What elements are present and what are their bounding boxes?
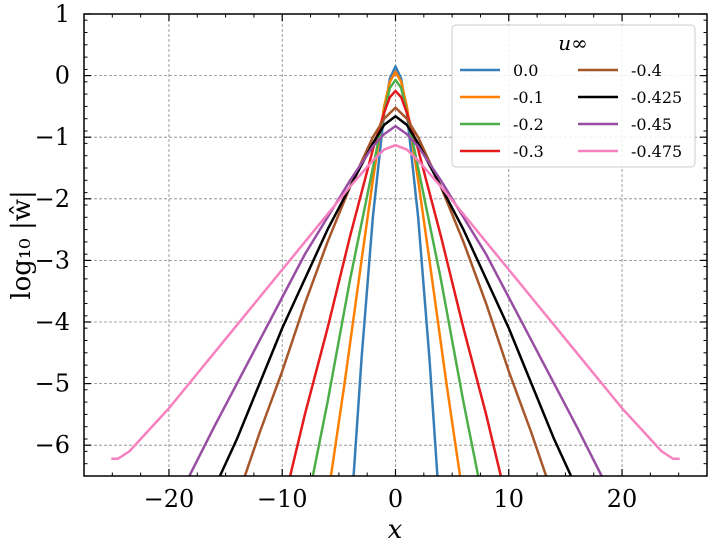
y-tick-label: −4 bbox=[35, 308, 70, 336]
x-axis-label: x bbox=[388, 515, 403, 545]
y-tick-label: −1 bbox=[35, 123, 70, 151]
y-tick-label: −6 bbox=[35, 431, 70, 459]
legend-label: -0.4 bbox=[631, 61, 662, 80]
legend-box bbox=[451, 24, 696, 168]
series-line-7 bbox=[111, 143, 680, 460]
y-tick-label: −2 bbox=[35, 185, 70, 213]
y-tick-label: 0 bbox=[55, 62, 70, 90]
series-group bbox=[111, 65, 680, 476]
series-line-3 bbox=[288, 89, 503, 476]
series-line-2 bbox=[311, 78, 480, 476]
series-line-1 bbox=[329, 70, 462, 476]
x-tick-label: −10 bbox=[257, 485, 308, 513]
legend-label: -0.1 bbox=[513, 88, 544, 107]
y-tick-label: −5 bbox=[35, 370, 70, 398]
x-tick-label: 20 bbox=[607, 485, 638, 513]
legend-label: -0.425 bbox=[631, 88, 682, 107]
legend-label: 0.0 bbox=[513, 61, 538, 80]
series-line-4 bbox=[243, 106, 548, 476]
legend-label: -0.3 bbox=[513, 142, 544, 161]
series-line-5 bbox=[218, 115, 573, 476]
legend-label: -0.45 bbox=[631, 115, 672, 134]
legend: u∞ 0.0 -0.1 -0.2 -0.3 -0.4 -0.425 -0.45 -0.475 bbox=[451, 24, 696, 168]
legend-title: u∞ bbox=[558, 31, 588, 55]
y-tick-label: 1 bbox=[55, 0, 70, 28]
x-tick-label: −20 bbox=[144, 485, 195, 513]
x-tick-label: 0 bbox=[388, 485, 403, 513]
y-tick-label: −3 bbox=[35, 246, 70, 274]
x-tick-label: 10 bbox=[493, 485, 524, 513]
plot-frame bbox=[83, 13, 708, 477]
legend-label: -0.475 bbox=[631, 142, 682, 161]
series-line-0 bbox=[352, 65, 439, 476]
plot-area bbox=[111, 65, 680, 476]
series-line-6 bbox=[188, 124, 603, 476]
y-axis-label: log₁₀ |ŵ| bbox=[7, 190, 37, 300]
legend-label: -0.2 bbox=[513, 115, 544, 134]
